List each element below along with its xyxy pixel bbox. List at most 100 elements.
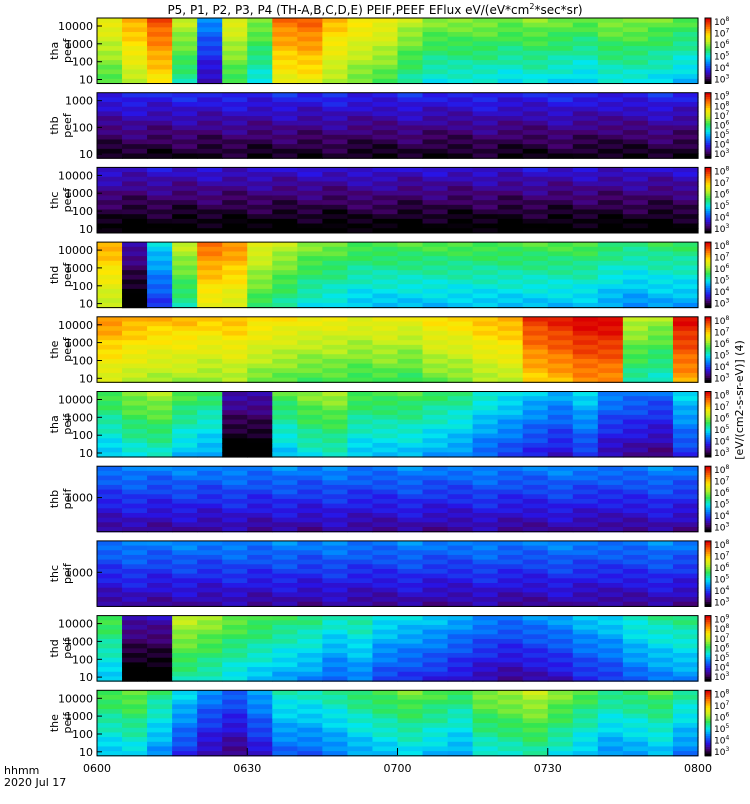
- heatmap-cell: [322, 330, 349, 337]
- heatmap-cell: [447, 508, 474, 514]
- heatmap-cell: [547, 400, 574, 407]
- heatmap-cell: [397, 106, 424, 113]
- heatmap-cell: [597, 634, 624, 640]
- heatmap-cell: [272, 64, 298, 71]
- heatmap-cell: [322, 470, 349, 477]
- heatmap-cell: [497, 494, 524, 500]
- heatmap-cell: [97, 214, 123, 220]
- colorbar-tick-label: 106: [714, 263, 729, 275]
- heatmap-cell: [322, 46, 349, 52]
- heatmap-cell: [647, 41, 674, 47]
- colorbar-segment: [705, 351, 711, 355]
- heatmap-cell: [322, 424, 349, 430]
- heatmap-cell: [272, 512, 298, 519]
- heatmap-cell: [297, 433, 323, 439]
- heatmap-cell: [672, 601, 699, 607]
- heatmap-cell: [522, 709, 549, 715]
- heatmap-cell: [647, 246, 674, 253]
- heatmap-cell: [597, 578, 624, 584]
- heatmap-cell: [572, 653, 599, 659]
- heatmap-cell: [672, 583, 699, 589]
- heatmap-cell: [272, 242, 298, 248]
- heatmap-cell: [322, 209, 349, 215]
- heatmap-cell: [247, 349, 273, 355]
- heatmap-cell: [97, 204, 123, 211]
- heatmap-cell: [272, 200, 298, 206]
- heatmap-cell: [497, 167, 524, 173]
- heatmap-cell: [597, 396, 624, 402]
- heatmap-cell: [272, 372, 298, 379]
- heatmap-cell: [572, 419, 599, 425]
- heatmap-cell: [447, 559, 474, 565]
- heatmap-cell: [297, 251, 323, 257]
- heatmap-cell: [97, 139, 123, 145]
- heatmap-cell: [572, 55, 599, 61]
- heatmap-cell: [272, 18, 298, 24]
- colorbar-segment: [705, 466, 711, 469]
- heatmap-cell: [522, 550, 549, 556]
- heatmap-cell: [597, 102, 624, 108]
- heatmap-cell: [422, 274, 449, 281]
- colorbar-segment: [705, 272, 711, 276]
- heatmap-cell: [422, 144, 449, 150]
- heatmap-cell: [197, 274, 223, 281]
- heatmap-cell: [522, 293, 549, 299]
- heatmap-cell: [522, 167, 549, 173]
- colorbar-segment: [705, 182, 711, 186]
- heatmap-cell: [672, 615, 699, 621]
- heatmap-cell: [97, 723, 123, 729]
- colorbar-tick-label: 108: [714, 464, 729, 476]
- heatmap-cell: [422, 354, 449, 360]
- colorbar-segment: [705, 360, 711, 364]
- heatmap-cell: [347, 260, 374, 267]
- heatmap-cell: [497, 709, 524, 715]
- heatmap-cell: [347, 148, 374, 155]
- panel-frame-3: [96, 166, 699, 234]
- heatmap-cell: [122, 256, 148, 262]
- heatmap-cell: [247, 78, 273, 85]
- heatmap-cell: [122, 578, 148, 584]
- panel-ylabel-product: peif: [61, 488, 74, 510]
- heatmap-cell: [222, 144, 248, 150]
- heatmap-cell: [347, 106, 374, 113]
- heatmap-cell: [247, 139, 273, 145]
- heatmap-cell: [622, 447, 649, 453]
- heatmap-cell: [422, 349, 449, 355]
- heatmap-cell: [172, 438, 198, 444]
- heatmap-cell: [222, 629, 248, 635]
- heatmap-cell: [447, 214, 474, 220]
- heatmap-cell: [122, 335, 148, 341]
- heatmap-cell: [547, 106, 574, 113]
- colorbar-tick-exponent: 8: [725, 623, 729, 630]
- heatmap-cell: [247, 624, 273, 631]
- heatmap-cell: [647, 484, 674, 491]
- heatmap-cell: [497, 564, 524, 570]
- heatmap-cell: [422, 41, 449, 47]
- heatmap-cell: [497, 653, 524, 659]
- heatmap-cell: [572, 699, 599, 705]
- heatmap-cell: [122, 60, 148, 66]
- heatmap-cell: [447, 503, 474, 509]
- heatmap-cell: [172, 46, 198, 52]
- heatmap-cell: [547, 732, 574, 738]
- colorbar-segment: [705, 470, 711, 474]
- heatmap-cell: [272, 284, 298, 290]
- heatmap-cell: [522, 447, 549, 453]
- colorbar-segment: [705, 714, 711, 717]
- heatmap-cell: [297, 27, 323, 33]
- heatmap-cell: [97, 391, 123, 397]
- heatmap-cell: [172, 330, 198, 337]
- heatmap-cell: [247, 494, 273, 500]
- heatmap-cell: [397, 568, 424, 575]
- colorbar-segment: [705, 633, 711, 636]
- heatmap-cell: [122, 517, 148, 523]
- heatmap-cell: [322, 442, 349, 449]
- heatmap-cell: [122, 284, 148, 290]
- heatmap-cell: [672, 55, 699, 61]
- colorbar-tick-exponent: 8: [725, 390, 729, 397]
- heatmap-cell: [222, 293, 248, 299]
- colorbar-segment: [705, 617, 711, 621]
- heatmap-cell: [672, 186, 699, 192]
- heatmap-cell: [472, 723, 499, 729]
- colorbar-segment: [705, 230, 711, 234]
